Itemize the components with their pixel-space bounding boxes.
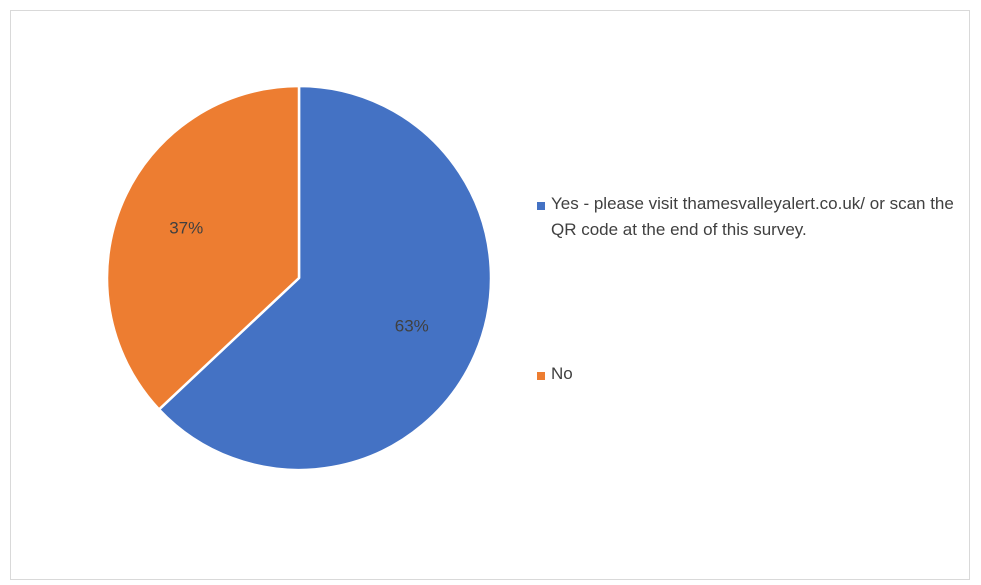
pie-slice-yes[interactable] (157, 84, 493, 472)
pie-data-labels: 63% 37% (169, 219, 429, 336)
legend-swatch-yes (537, 202, 545, 210)
data-label-yes: 63% (395, 316, 429, 335)
legend-item-no[interactable]: No (537, 364, 971, 387)
legend-label-no: No (551, 364, 573, 383)
legend-label-yes: Yes - please visit thamesvalleyalert.co.… (551, 194, 954, 239)
pie-slices (105, 84, 493, 472)
legend-item-yes[interactable]: Yes - please visit thamesvalleyalert.co.… (537, 194, 971, 243)
pie-slice-no[interactable] (105, 84, 301, 411)
legend-swatch-no (537, 372, 545, 380)
data-label-no: 37% (169, 219, 203, 238)
